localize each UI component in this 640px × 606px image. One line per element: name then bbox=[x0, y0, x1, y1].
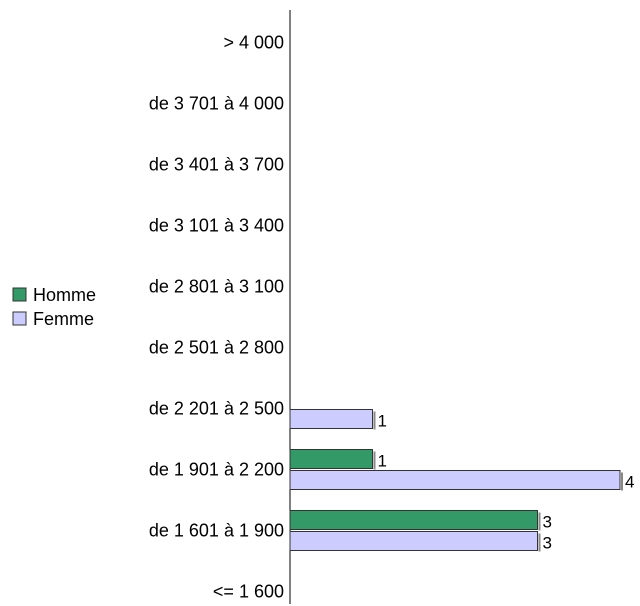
value-label-femme-8: 3 bbox=[543, 534, 552, 553]
category-label-2: de 3 401 à 3 700 bbox=[149, 155, 284, 175]
category-label-4: de 2 801 à 3 100 bbox=[149, 277, 284, 297]
category-label-1: de 3 701 à 4 000 bbox=[149, 94, 284, 114]
value-label-femme-7: 4 bbox=[625, 473, 634, 492]
category-label-3: de 3 101 à 3 400 bbox=[149, 216, 284, 236]
bar-homme-8 bbox=[289, 510, 538, 530]
bars bbox=[289, 409, 623, 552]
category-label-9: <= 1 600 bbox=[213, 582, 284, 602]
legend-swatch-femme bbox=[12, 311, 27, 326]
bar-femme-7 bbox=[289, 470, 621, 490]
legend-label-homme: Homme bbox=[33, 285, 96, 305]
value-label-homme-7: 1 bbox=[378, 452, 387, 471]
value-labels: 1 1 4 3 3 bbox=[378, 412, 635, 553]
category-label-0: > 4 000 bbox=[223, 33, 284, 53]
value-label-homme-8: 3 bbox=[543, 513, 552, 532]
category-label-7: de 1 901 à 2 200 bbox=[149, 460, 284, 480]
value-label-femme-6: 1 bbox=[378, 412, 387, 431]
bar-homme-7 bbox=[289, 449, 373, 469]
category-label-8: de 1 601 à 1 900 bbox=[149, 521, 284, 541]
category-label-5: de 2 501 à 2 800 bbox=[149, 338, 284, 358]
legend-swatch-homme bbox=[12, 287, 27, 302]
category-labels: > 4 000 de 3 701 à 4 000 de 3 401 à 3 700 d… bbox=[149, 33, 284, 602]
legend: Homme Femme bbox=[12, 285, 96, 329]
bar-femme-8 bbox=[289, 531, 538, 551]
legend-label-femme: Femme bbox=[33, 309, 94, 329]
category-label-6: de 2 201 à 2 500 bbox=[149, 399, 284, 419]
bar-femme-6 bbox=[289, 409, 373, 429]
